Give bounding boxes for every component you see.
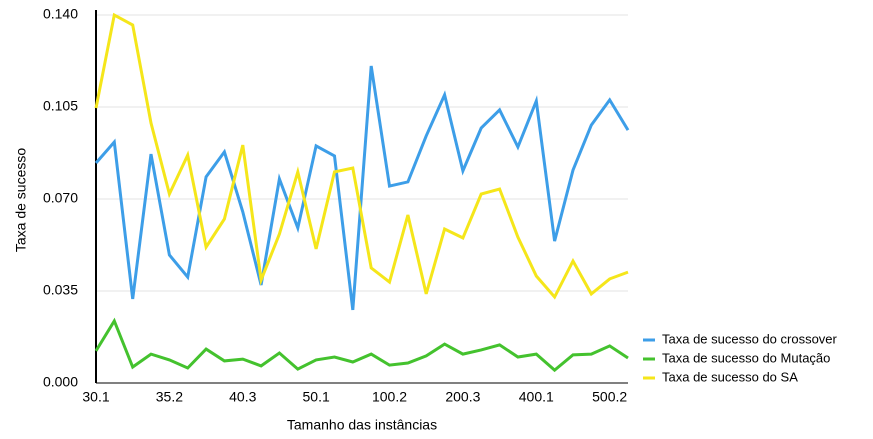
y-tick-label: 0.140 — [43, 6, 78, 22]
y-tick-label: 0.070 — [43, 190, 78, 206]
legend: Taxa de sucesso do crossover Taxa de suce… — [643, 331, 838, 384]
x-tick-label: 100.2 — [372, 389, 407, 405]
x-tick-label: 40.3 — [229, 389, 256, 405]
legend-label: Taxa de sucesso do SA — [662, 369, 798, 384]
legend-label: Taxa de sucesso do Mutação — [662, 350, 830, 365]
series-line — [94, 317, 629, 373]
x-tick-label: 200.3 — [445, 389, 480, 405]
y-tick-label: 0.000 — [43, 374, 78, 390]
y-axis-label: Taxa de sucesso — [13, 148, 29, 252]
series-line — [94, 12, 629, 300]
y-tick-label: 0.035 — [43, 282, 78, 298]
x-tick-label: 400.1 — [519, 389, 554, 405]
x-tick-label: 500.2 — [592, 389, 627, 405]
legend-label: Taxa de sucesso do crossover — [662, 331, 838, 346]
y-tick-label: 0.105 — [43, 98, 78, 114]
x-tick-label: 30.1 — [82, 389, 109, 405]
x-axis-label: Tamanho das instâncias — [287, 417, 437, 433]
x-tick-label: 50.1 — [303, 389, 330, 405]
x-tick-label: 35.2 — [156, 389, 183, 405]
series-line — [94, 65, 630, 311]
